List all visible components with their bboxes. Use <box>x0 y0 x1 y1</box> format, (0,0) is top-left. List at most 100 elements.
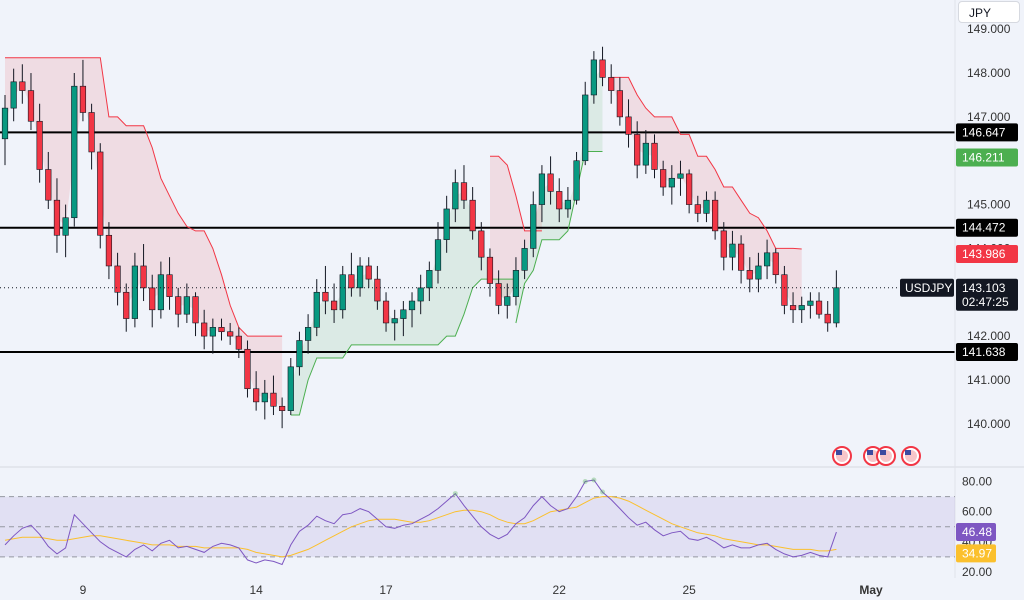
price-tick-label-1: 148.000 <box>967 66 1011 80</box>
candle-65 <box>564 187 571 218</box>
candle-24 <box>209 318 216 354</box>
time-tick-label-5: May <box>859 583 883 597</box>
candle-body-5 <box>45 169 52 201</box>
us-flag-event-icon-0[interactable] <box>832 446 852 466</box>
candle-body-8 <box>71 85 78 219</box>
symbol-tag-text: USDJPY <box>905 281 952 295</box>
candle-body-17 <box>149 287 156 311</box>
candle-body-56 <box>486 256 494 284</box>
candle-body-19 <box>166 274 173 297</box>
candle-94 <box>815 292 823 319</box>
supertrend-lines-layer <box>5 57 802 416</box>
time-tick-label-1: 14 <box>249 583 263 597</box>
candle-68 <box>590 51 597 104</box>
symbol-tag-bg <box>900 278 954 297</box>
level-1-tag: 146.647 <box>956 123 1018 142</box>
candle-3 <box>27 73 35 131</box>
candle-49 <box>426 261 433 302</box>
candle-body-96 <box>833 287 840 324</box>
candle-92 <box>798 296 805 323</box>
economic-events-layer[interactable] <box>832 446 921 466</box>
level-2-tag-bg <box>956 218 1018 237</box>
candle-81 <box>703 191 710 223</box>
level-2-tag: 144.472 <box>956 218 1018 237</box>
candle-body-88 <box>763 252 771 267</box>
supertrend-up-tag-text: 146.211 <box>962 150 1005 164</box>
candle-43 <box>374 265 381 310</box>
candle-body-80 <box>694 204 701 214</box>
candle-body-67 <box>582 94 589 162</box>
candle-body-77 <box>668 177 675 188</box>
candle-83 <box>720 222 727 271</box>
candle-89 <box>772 248 779 284</box>
candle-23 <box>201 309 208 350</box>
candle-body-59 <box>512 270 520 297</box>
candle-7 <box>62 204 69 258</box>
candle-39 <box>339 265 346 319</box>
candle-body-64 <box>556 191 563 210</box>
rsi-pane <box>0 0 1024 578</box>
candle-19 <box>166 257 173 310</box>
candle-body-73 <box>634 134 641 166</box>
candle-body-45 <box>391 318 398 324</box>
candle-66 <box>573 151 580 205</box>
event-flag-canton-3 <box>905 450 911 455</box>
rsi-tick-label-0: 80.00 <box>962 475 992 489</box>
candle-body-31 <box>270 392 277 407</box>
supertrend-down-tag: 143.986 <box>956 245 1018 264</box>
price-tick-label-9: 140.000 <box>967 417 1011 431</box>
supertrend-up-tag-bg <box>956 148 1018 167</box>
level-3-tag: 141.638 <box>956 342 1018 361</box>
candle-body-39 <box>339 274 346 311</box>
candle-body-15 <box>131 265 139 319</box>
candle-body-32 <box>279 405 286 411</box>
candle-body-82 <box>712 199 719 232</box>
supertrend-up-fill-0 <box>290 191 516 415</box>
candle-body-29 <box>253 388 260 403</box>
supertrend-up-tag: 146.211 <box>956 148 1018 167</box>
us-flag-event-icon-3[interactable] <box>901 446 921 466</box>
currency-label[interactable]: JPY <box>958 1 1020 23</box>
candle-body-90 <box>781 274 788 306</box>
rsi-overbought-mark-52 <box>452 491 458 497</box>
us-flag-event-icon-2[interactable] <box>876 446 896 466</box>
candle-57 <box>495 270 502 315</box>
candle-body-14 <box>123 291 130 319</box>
candle-body-75 <box>651 142 658 170</box>
time-axis[interactable]: 914172225May6914192227Jun <box>80 583 1024 597</box>
candle-body-62 <box>538 173 546 205</box>
candle-body-42 <box>365 265 372 280</box>
event-flag-canton-2 <box>880 450 886 455</box>
candle-53 <box>460 165 468 209</box>
candle-body-55 <box>478 230 485 258</box>
candle-37 <box>322 265 329 315</box>
candle-18 <box>157 261 164 319</box>
candle-body-47 <box>408 300 416 311</box>
candle-10 <box>88 103 95 170</box>
rsi-tick-label-3: 20.00 <box>962 565 992 579</box>
candle-body-68 <box>590 59 597 96</box>
candle-87 <box>755 252 762 293</box>
candle-25 <box>218 318 225 341</box>
candle-50 <box>434 222 442 284</box>
candle-body-44 <box>382 300 390 324</box>
candle-body-3 <box>27 90 35 122</box>
candle-body-94 <box>815 300 823 315</box>
event-flag-canton-0 <box>836 450 842 455</box>
candle-62 <box>538 165 546 223</box>
candle-88 <box>763 239 771 280</box>
candle-22 <box>192 292 199 337</box>
candle-body-10 <box>88 112 95 153</box>
candle-body-78 <box>677 173 684 179</box>
candle-5 <box>45 151 52 209</box>
candle-80 <box>694 195 701 223</box>
candle-body-66 <box>573 160 580 201</box>
candle-body-50 <box>434 239 442 271</box>
candle-93 <box>807 292 814 319</box>
rsi-ma-value-tag-bg <box>956 544 996 563</box>
level-1-tag-bg <box>956 123 1018 142</box>
price-tick-label-4: 145.000 <box>967 198 1011 212</box>
candle-body-91 <box>789 305 797 311</box>
